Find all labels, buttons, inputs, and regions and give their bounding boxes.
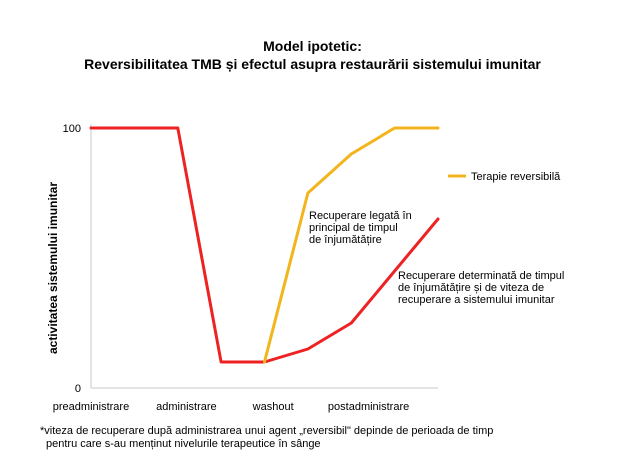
chart-title-line2: Reversibilitatea TMB și efectul asupra r…: [84, 56, 541, 72]
series-0-point-2: [219, 360, 223, 364]
legend-label-0: Terapie reversibilă: [471, 171, 561, 183]
y-axis-label: activitatea sistemului imunitar: [46, 182, 60, 354]
footnote-line2: pentru care s-au menținut nivelurile ter…: [46, 438, 321, 450]
series-0-point-4: [306, 347, 310, 351]
annotation-0-line-0: Recuperare legată în: [309, 210, 412, 222]
series-0-point-1: [176, 126, 179, 130]
annotation-0-line-1: principal de timpul: [309, 222, 398, 234]
series-0-point-6: [436, 217, 440, 221]
annotation-1-line-0: Recuperare determinată de timpul: [398, 270, 564, 282]
x-tick-label-3: postadministrare: [328, 401, 409, 413]
series-0-point-0: [89, 126, 93, 130]
y-tick-label-100: 100: [63, 123, 81, 135]
y-tick-label-0: 0: [75, 383, 81, 395]
series-1-point-1: [306, 191, 310, 195]
chart-title-line1: Model ipotetic:: [263, 38, 362, 54]
x-tick-label-0: preadministrare: [53, 401, 129, 413]
footnote-line1: *viteza de recuperare după administrarea…: [40, 425, 494, 437]
series-line-0: [89, 126, 440, 364]
annotation-1-line-1: de înjumătățire și de viteza de: [398, 282, 544, 294]
x-tick-label-1: administrare: [156, 401, 217, 413]
footnote: *viteza de recuperare după administrarea…: [40, 425, 600, 451]
series-1-point-3: [393, 126, 396, 130]
series-1-point-2: [350, 152, 353, 156]
annotation-1-line-2: recuperare a sistemului imunitar: [398, 294, 555, 306]
series-1-point-4: [436, 126, 440, 130]
series-0-point-5: [350, 321, 353, 325]
annotation-0-line-2: de înjumătățire: [309, 234, 382, 246]
series-1-point-0: [263, 360, 266, 364]
x-tick-label-2: washout: [252, 401, 294, 413]
